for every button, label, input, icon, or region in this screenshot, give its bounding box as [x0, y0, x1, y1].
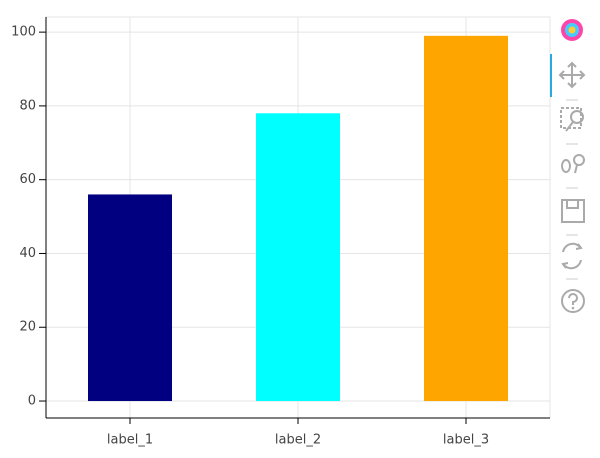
reset-tool[interactable]: [561, 242, 583, 270]
wheel-zoom-tool[interactable]: [561, 154, 585, 174]
bar: [256, 113, 340, 402]
box-zoom-tool[interactable]: [560, 107, 584, 132]
x-tick-label: label_3: [443, 433, 489, 448]
toolbar: [550, 19, 586, 313]
y-tick-label: 60: [19, 172, 36, 187]
y-tick-label: 80: [19, 98, 36, 113]
pan-tool[interactable]: [558, 61, 586, 89]
bar: [88, 194, 172, 402]
y-tick-label: 100: [11, 25, 36, 40]
y-tick-label: 20: [19, 320, 36, 335]
x-tick-label: label_2: [275, 433, 321, 448]
y-tick-label: 40: [19, 246, 36, 261]
x-tick-label: label_1: [107, 433, 153, 448]
bar: [424, 35, 508, 402]
y-tick-label: 0: [28, 394, 36, 409]
bokeh-logo[interactable]: [561, 19, 583, 41]
save-tool[interactable]: [561, 199, 585, 223]
help-tool[interactable]: [561, 289, 585, 313]
